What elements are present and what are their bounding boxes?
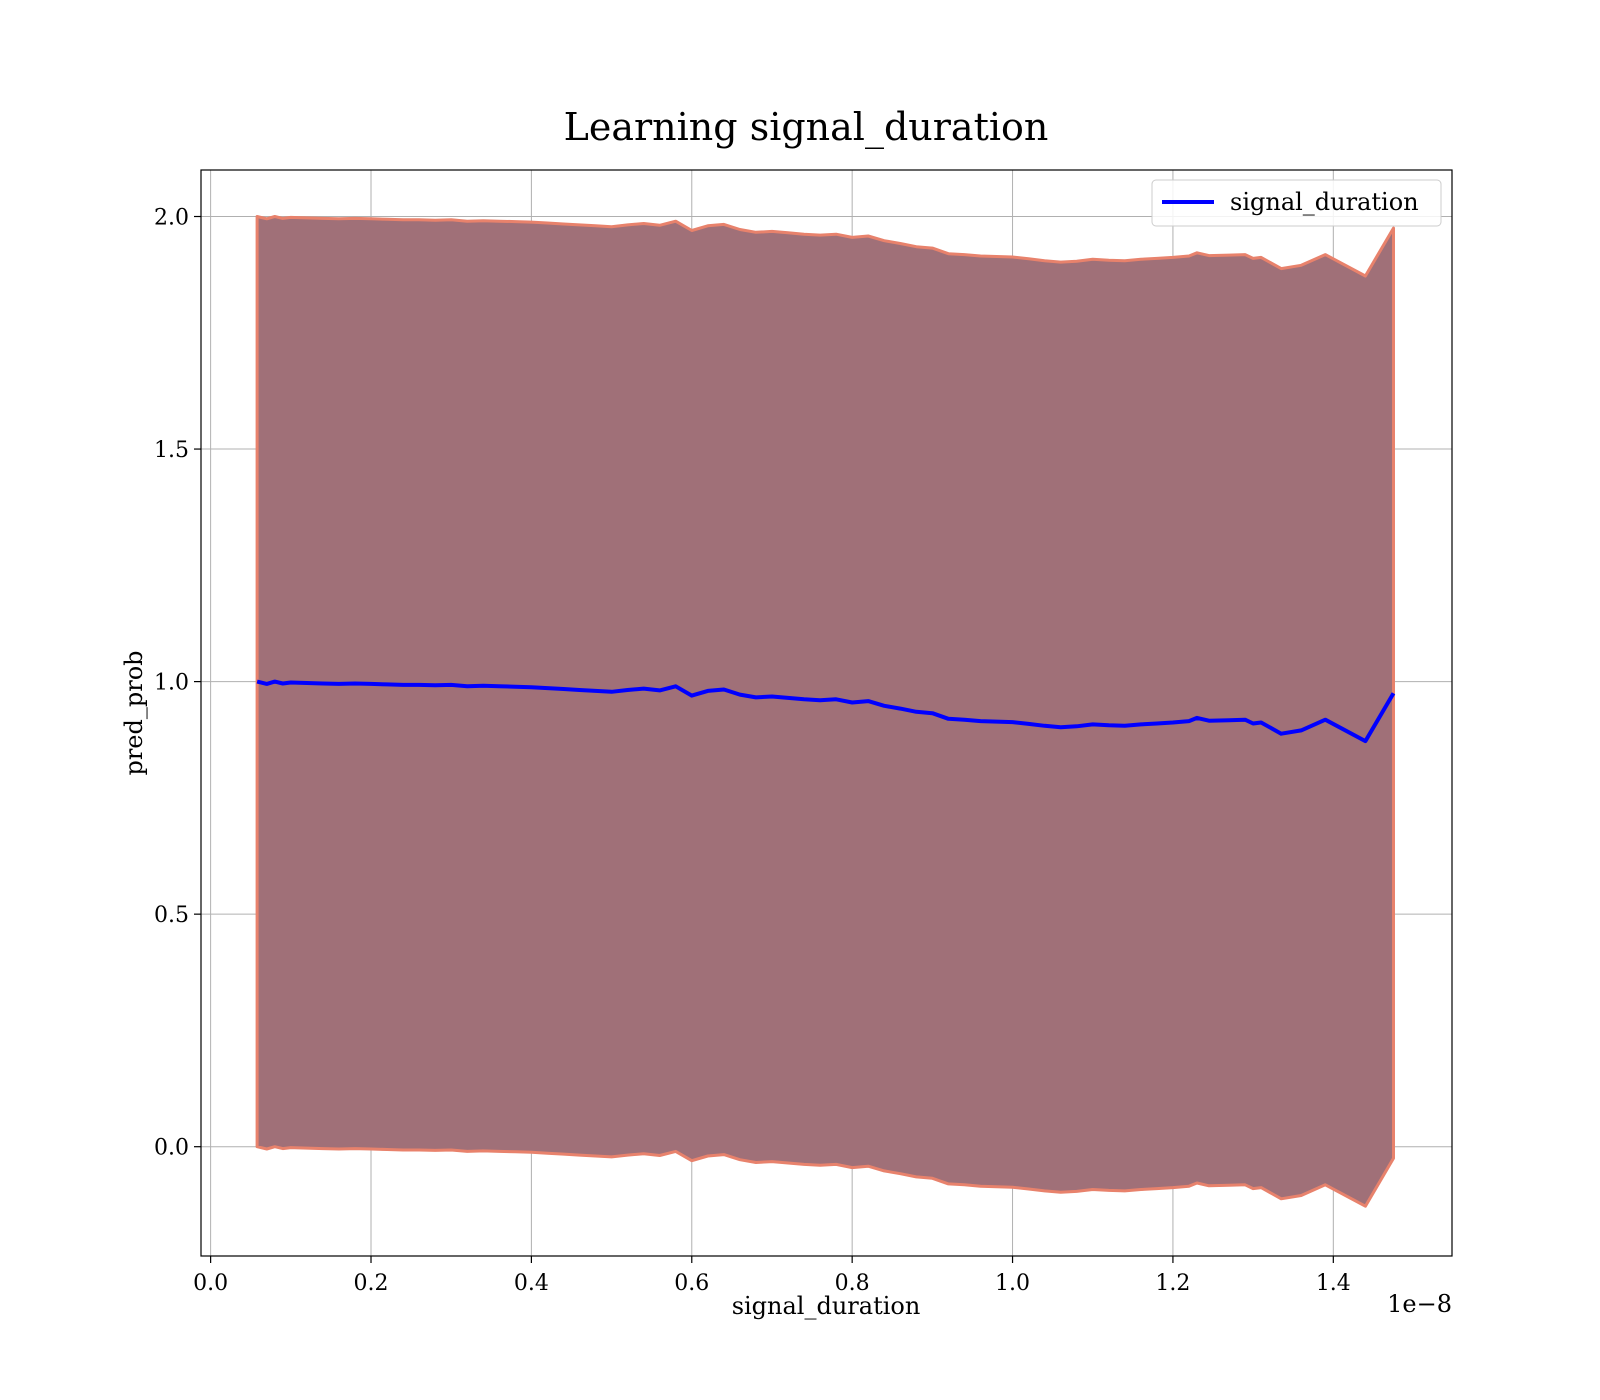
y-tick-label: 2.0	[154, 206, 189, 231]
band-area	[255, 215, 1395, 1208]
y-tick-label: 0.0	[154, 1136, 189, 1161]
x-axis-offset-text: 1e−8	[1387, 1290, 1452, 1318]
legend: signal_duration	[1151, 179, 1442, 227]
x-tick-label: 0.0	[193, 1271, 228, 1296]
plot-frame	[200, 169, 1453, 1257]
x-axis-label: signal_duration	[732, 1292, 921, 1320]
confidence-band	[255, 215, 1395, 1208]
x-axis-ticks: 0.0 0.2 0.4 0.6 0.8 1.0 1.2 1.4	[193, 1256, 1351, 1296]
series-lines	[256, 679, 1396, 744]
series-line	[256, 679, 1396, 744]
x-tick-label: 1.2	[1155, 1271, 1190, 1296]
y-axis-ticks: 0.0 0.5 1.0 1.5 2.0	[154, 206, 201, 1161]
y-tick-label: 1.5	[154, 438, 189, 463]
x-tick-label: 0.8	[835, 1271, 870, 1296]
y-tick-label: 1.0	[154, 671, 189, 696]
legend-label: signal_duration	[1230, 188, 1419, 216]
y-axis-label: pred_prob	[120, 650, 148, 775]
x-tick-label: 1.4	[1316, 1271, 1351, 1296]
chart-title: Learning signal_duration	[564, 105, 1049, 150]
y-tick-label: 0.5	[154, 903, 189, 928]
x-tick-label: 0.4	[514, 1271, 549, 1296]
legend-box	[1151, 179, 1442, 227]
x-tick-label: 0.2	[354, 1271, 389, 1296]
x-tick-label: 0.6	[674, 1271, 709, 1296]
x-tick-label: 1.0	[995, 1271, 1030, 1296]
